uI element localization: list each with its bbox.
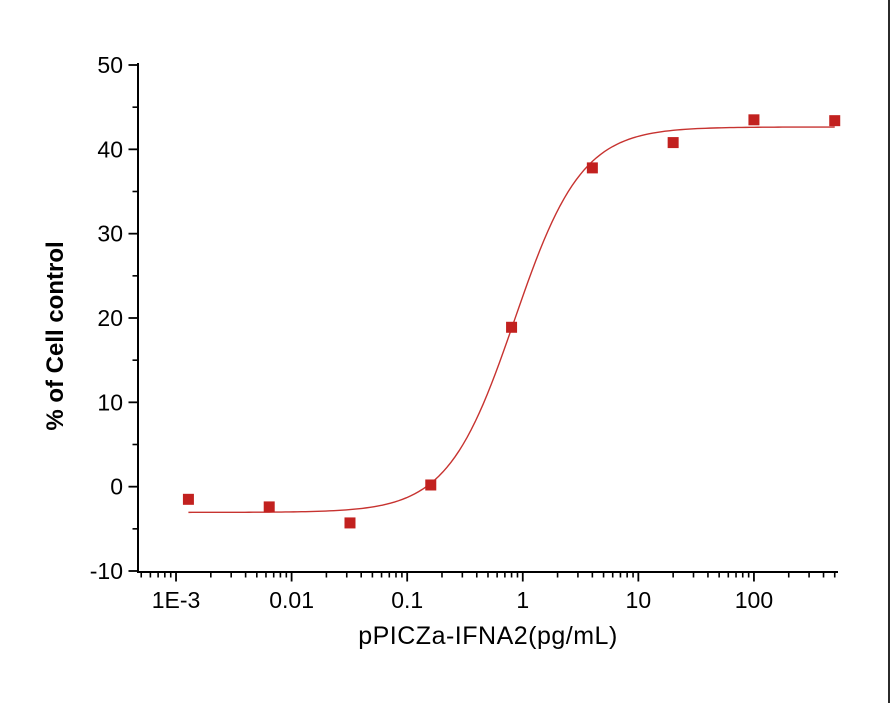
y-tick-label: 0 [110, 474, 123, 500]
data-point-marker [425, 479, 437, 491]
data-point-marker [667, 137, 679, 149]
data-point-marker [586, 162, 598, 174]
y-tick-label: 30 [97, 221, 123, 247]
right-edge-border [888, 0, 890, 703]
data-point-marker [748, 114, 760, 126]
x-tick-label: 1 [516, 587, 529, 613]
data-point-marker [182, 493, 194, 505]
y-tick-label: 40 [97, 136, 123, 162]
x-axis-title: pPICZa-IFNA2(pg/mL) [358, 622, 618, 650]
x-tick-label: 10 [626, 587, 652, 613]
y-tick-label: 20 [97, 305, 123, 331]
y-tick-label: 50 [97, 52, 123, 78]
x-tick-label: 0.1 [391, 587, 423, 613]
fit-curve [188, 126, 835, 514]
plot-layer: 1E-3 0.01 0.1 1 10 100 -10 0 10 20 30 40 50 [90, 52, 841, 613]
data-point-marker [829, 115, 841, 127]
y-axis-title: % of Cell control [42, 241, 69, 430]
data-point-marker [506, 321, 518, 333]
x-tick-label: 1E-3 [152, 587, 201, 613]
data-point-marker [263, 501, 275, 513]
y-tick-label: 10 [97, 389, 123, 415]
x-tick-label: 100 [735, 587, 773, 613]
y-tick-label: -10 [90, 558, 123, 584]
x-tick-label: 0.01 [269, 587, 314, 613]
data-point-marker [344, 517, 356, 529]
